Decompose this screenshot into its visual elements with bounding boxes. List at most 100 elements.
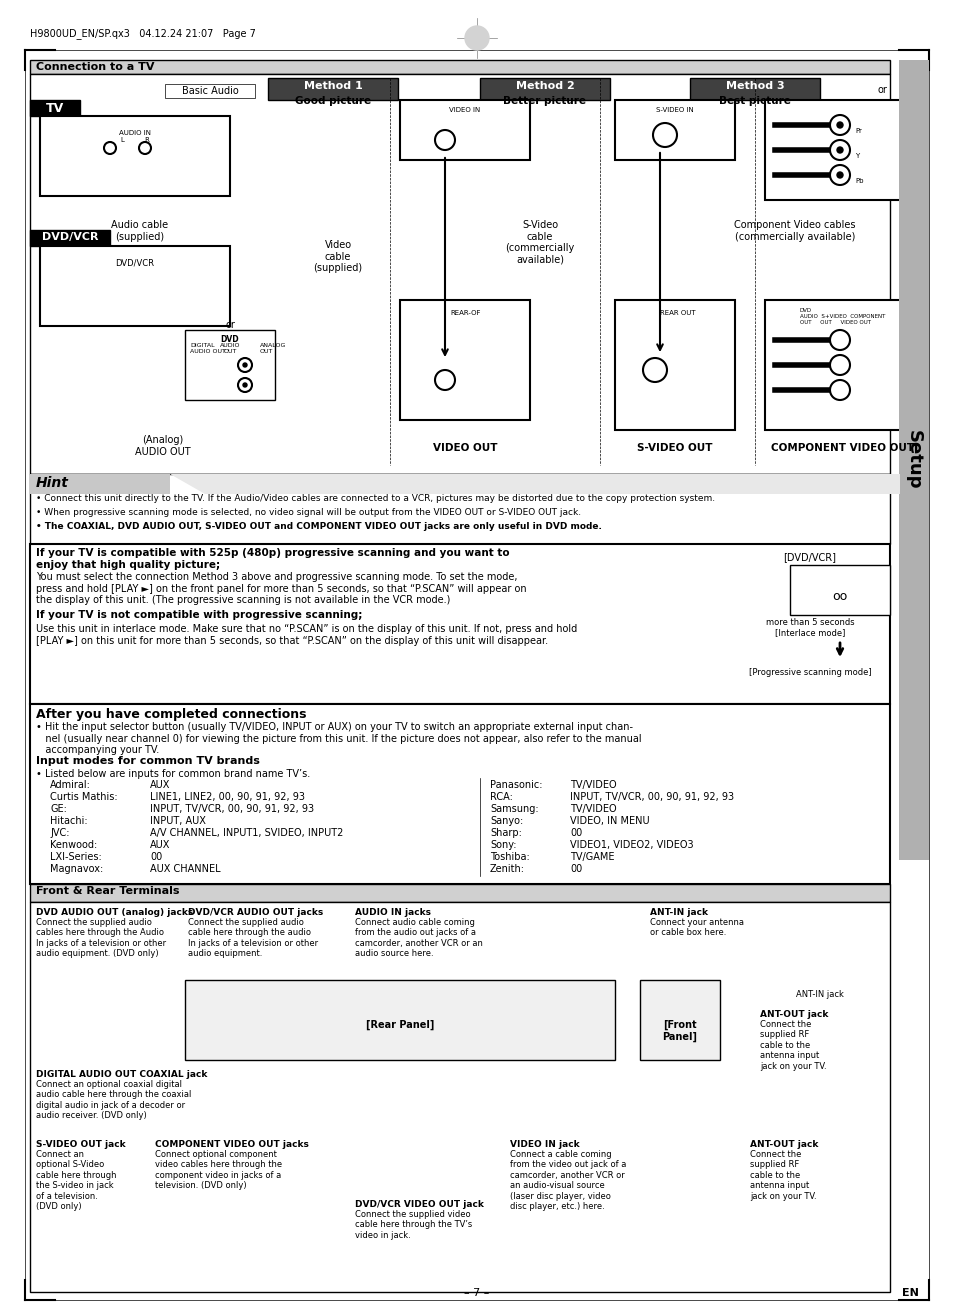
Text: [Rear Panel]: [Rear Panel] [365,1020,434,1030]
Text: Method 3: Method 3 [725,82,783,91]
Text: [Front
Panel]: [Front Panel] [661,1020,697,1041]
Text: After you have completed connections: After you have completed connections [36,707,306,721]
Text: or: or [876,85,886,95]
Bar [615,100,734,160]
Text: Connect optional component
video cables here through the
component video in jack: Connect optional component video cables … [154,1151,282,1190]
Text: LXI-Series:: LXI-Series: [50,852,102,863]
Bar [40,116,230,196]
Text: [DVD/VCR]: [DVD/VCR] [782,552,836,562]
Circle shape [435,130,455,150]
Text: TV/VIDEO: TV/VIDEO [569,780,616,790]
Text: [Progressive scanning mode]: [Progressive scanning mode] [748,668,870,677]
Text: Connect the supplied audio
cables here through the Audio
In jacks of a televisio: Connect the supplied audio cables here t… [36,918,166,959]
Text: Kenwood:: Kenwood: [50,840,97,849]
Circle shape [104,142,116,154]
Text: REAR OUT: REAR OUT [659,310,695,316]
Bar [185,980,615,1060]
Bar [30,473,170,494]
Text: Basic Audio: Basic Audio [181,85,238,96]
Text: Best picture: Best picture [719,96,790,107]
Circle shape [829,330,849,350]
Text: more than 5 seconds
[Interlace mode]: more than 5 seconds [Interlace mode] [765,618,854,638]
Text: Method 1: Method 1 [303,82,362,91]
Text: TV: TV [46,103,64,114]
Text: DVD: DVD [220,335,239,345]
Text: S-VIDEO OUT jack: S-VIDEO OUT jack [36,1140,126,1149]
Text: Curtis Mathis:: Curtis Mathis: [50,792,117,802]
Text: Setup: Setup [904,430,923,489]
Text: oo: oo [832,590,846,604]
Bar [40,246,230,326]
Text: If your TV is compatible with 525p (480p) progressive scanning and you want to
e: If your TV is compatible with 525p (480p… [36,548,509,569]
Text: INPUT, TV/VCR, 00, 90, 91, 92, 93: INPUT, TV/VCR, 00, 90, 91, 92, 93 [150,803,314,814]
Text: Connect an optional coaxial digital
audio cable here through the coaxial
digital: Connect an optional coaxial digital audi… [36,1080,192,1120]
Text: S-Video
cable
(commercially
available): S-Video cable (commercially available) [505,220,574,264]
Circle shape [435,370,455,391]
Text: EN: EN [901,1287,918,1298]
Circle shape [836,147,842,153]
Text: RCA:: RCA: [490,792,513,802]
Text: Admiral:: Admiral: [50,780,91,790]
Bar [30,704,889,884]
Text: 00: 00 [569,828,581,838]
Text: Hint: Hint [36,476,69,490]
Text: DVD/VCR AUDIO OUT jacks: DVD/VCR AUDIO OUT jacks [188,907,323,917]
Circle shape [829,164,849,185]
Text: Magnavox:: Magnavox: [50,864,103,874]
Bar [30,884,889,902]
Text: Good picture: Good picture [294,96,371,107]
Bar [30,230,110,246]
Text: Connect the
supplied RF
cable to the
antenna input
jack on your TV.: Connect the supplied RF cable to the ant… [760,1020,825,1070]
Text: AUDIO IN jacks: AUDIO IN jacks [355,907,431,917]
Text: Connect a cable coming
from the video out jack of a
camcorder, another VCR or
an: Connect a cable coming from the video ou… [510,1151,626,1211]
Bar [639,980,720,1060]
Text: Connect an
optional S-Video
cable here through
the S-video in jack
of a televisi: Connect an optional S-Video cable here t… [36,1151,116,1211]
Bar [898,60,928,860]
Bar [689,78,820,100]
Text: ANT-OUT jack: ANT-OUT jack [760,1010,827,1019]
Text: 00: 00 [150,852,162,863]
Bar [30,473,889,544]
Text: TV/VIDEO: TV/VIDEO [569,803,616,814]
Text: INPUT, AUX: INPUT, AUX [150,817,206,826]
Text: ANT-OUT jack: ANT-OUT jack [749,1140,818,1149]
Text: Sharp:: Sharp: [490,828,521,838]
Text: • The COAXIAL, DVD AUDIO OUT, S-VIDEO OUT and COMPONENT VIDEO OUT jacks are only: • The COAXIAL, DVD AUDIO OUT, S-VIDEO OU… [36,522,601,531]
Circle shape [464,26,489,50]
Text: Toshiba:: Toshiba: [490,852,529,863]
Text: • When progressive scanning mode is selected, no video signal will be output fro: • When progressive scanning mode is sele… [36,508,580,517]
Text: ANT-IN jack: ANT-IN jack [795,990,843,999]
Text: VIDEO IN: VIDEO IN [449,107,480,113]
Circle shape [243,383,247,387]
Text: Hitachi:: Hitachi: [50,817,88,826]
Text: Component Video cables
(commercially available): Component Video cables (commercially ava… [734,220,855,242]
Text: COMPONENT VIDEO OUT jacks: COMPONENT VIDEO OUT jacks [154,1140,309,1149]
Text: DVD
AUDIO  S+VIDEO  COMPONENT
OUT     OUT     VIDEO OUT: DVD AUDIO S+VIDEO COMPONENT OUT OUT VIDE… [800,308,884,325]
Text: VIDEO OUT: VIDEO OUT [433,443,497,452]
Bar [729,949,859,1080]
Text: Audio cable
(supplied): Audio cable (supplied) [112,220,169,242]
Text: DIGITAL
AUDIO OUT: DIGITAL AUDIO OUT [190,343,226,354]
Text: or: or [225,320,234,330]
Circle shape [237,377,252,392]
Text: • Hit the input selector button (usually TV/VIDEO, INPUT or AUX) on your TV to s: • Hit the input selector button (usually… [36,722,641,755]
Text: Connect the supplied video
cable here through the TV’s
video in jack.: Connect the supplied video cable here th… [355,1210,472,1240]
Text: AUX: AUX [150,780,171,790]
Text: Samsung:: Samsung: [490,803,538,814]
Circle shape [836,122,842,128]
Text: Connect the
supplied RF
cable to the
antenna input
jack on your TV.: Connect the supplied RF cable to the ant… [749,1151,816,1201]
Text: Y: Y [854,153,859,159]
Text: H9800UD_EN/SP.qx3   04.12.24 21:07   Page 7: H9800UD_EN/SP.qx3 04.12.24 21:07 Page 7 [30,28,255,39]
Text: COMPONENT VIDEO OUT: COMPONENT VIDEO OUT [771,443,914,452]
Text: VIDEO1, VIDEO2, VIDEO3: VIDEO1, VIDEO2, VIDEO3 [569,840,693,849]
Circle shape [836,172,842,178]
Text: Connect audio cable coming
from the audio out jacks of a
camcorder, another VCR : Connect audio cable coming from the audi… [355,918,482,959]
Text: VIDEO IN jack: VIDEO IN jack [510,1140,579,1149]
Text: JVC:: JVC: [50,828,70,838]
Circle shape [829,355,849,375]
Bar [165,84,254,99]
Text: • Listed below are inputs for common brand name TV’s.: • Listed below are inputs for common bra… [36,769,310,778]
Text: AUX: AUX [150,840,171,849]
Text: VIDEO, IN MENU: VIDEO, IN MENU [569,817,649,826]
Text: Connect the supplied audio
cable here through the audio
In jacks of a television: Connect the supplied audio cable here th… [188,918,317,959]
